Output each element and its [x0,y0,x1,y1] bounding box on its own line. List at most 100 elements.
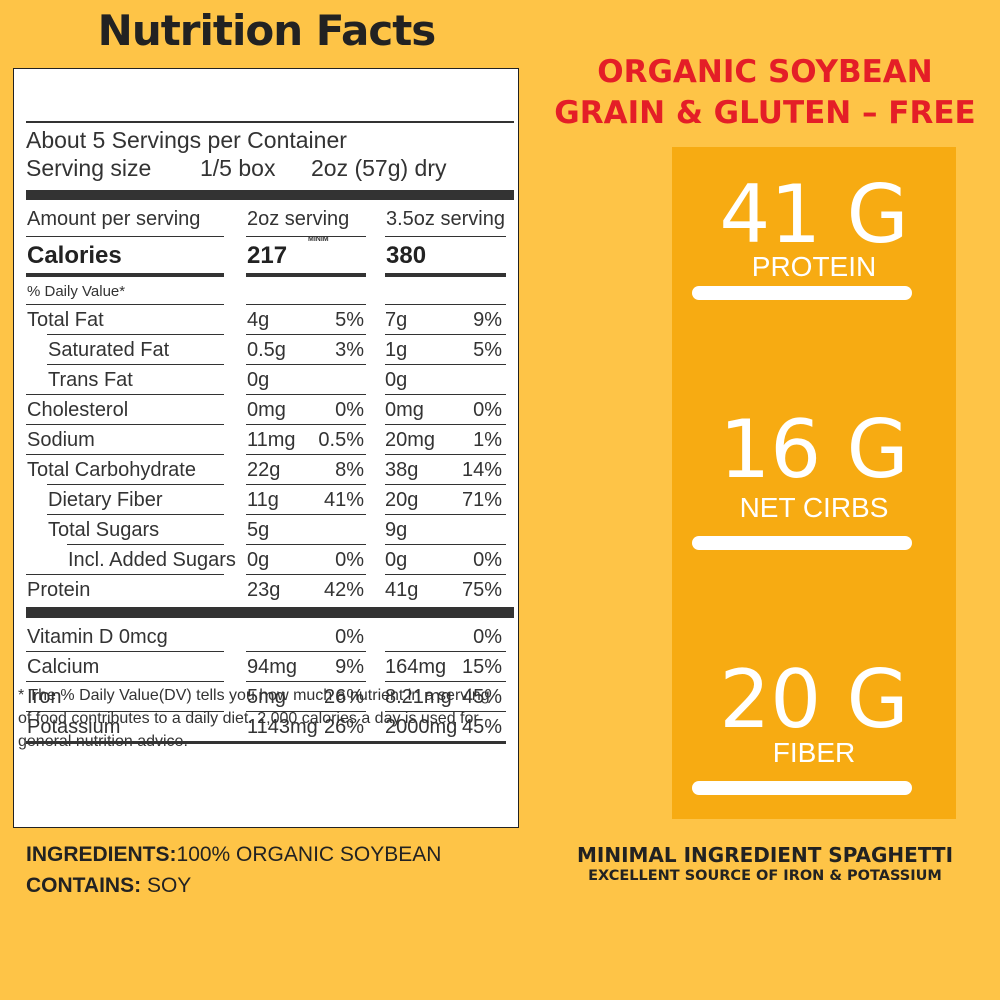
row-rule [246,574,366,575]
amount-3-5oz: 41g [385,579,419,601]
row-rule [385,394,506,395]
serving-size-value: 1/5 box [200,155,276,181]
tagline-iron-potassium: EXCELLENT SOURCE OF IRON & POTASSIUM [588,868,942,884]
row-rule [246,484,366,485]
nutrient-name: Total Carbohydrate [27,459,196,481]
row-rule [385,334,506,335]
row-rule [26,711,224,712]
amount-2oz: 1143mg [247,716,318,738]
daily-value-2oz: 0% [335,626,364,648]
net-carbs-value: 16 G [719,403,909,496]
row-rule [26,681,224,682]
row-rule [385,681,506,682]
amount-2oz: 94mg [247,656,298,678]
row-rule [246,711,366,712]
row-rule [47,514,224,515]
daily-value-2oz: 0% [335,399,364,421]
daily-value-2oz: 5% [335,309,364,331]
contains-line: CONTAINS: SOY [26,874,191,898]
ingredients-value: 100% ORGANIC SOYBEAN [176,843,442,866]
nutrition-facts-title: Nutrition Facts [97,6,437,55]
ingredients-line: INGREDIENTS:100% ORGANIC SOYBEAN [26,843,441,867]
protein-underline [692,286,912,300]
daily-value-2oz: 0.5% [318,429,364,451]
nutrient-name: Total Fat [27,309,104,331]
amount-3-5oz: 20mg [385,429,436,451]
daily-value-3-5oz: 14% [461,459,502,481]
row-rule [47,364,224,365]
row-rule [385,484,506,485]
amount-3-5oz: 0g [385,369,408,391]
amount-2oz: 11mg [247,429,296,451]
amount-3-5oz: 0mg [385,399,424,421]
row-rule [246,424,366,425]
nutrient-name: Dietary Fiber [48,489,163,511]
net-carbs-underline [692,536,912,550]
fiber-label: FIBER [772,737,856,768]
serving-size-label: Serving size [26,155,152,181]
stats-column [672,147,956,819]
row-rule [385,454,506,455]
daily-value-3-5oz: 0% [473,626,502,648]
row-rule [385,424,506,425]
row-rule [385,364,506,365]
daily-value-3-5oz: 1% [473,429,502,451]
row-rule [246,334,366,335]
amount-2oz: 0g [247,369,270,391]
fiber-value: 20 G [719,653,909,746]
amount-2oz: 0g [247,549,270,571]
calories-3-5oz: 380 [386,242,427,269]
row-rule [26,574,224,575]
tagline-minimal-ingredient: MINIMAL INGREDIENT SPAGHETTI [576,843,954,867]
fiber-underline [692,781,912,795]
daily-value-2oz: 26% [323,686,364,708]
row-rule [246,681,366,682]
row-rule [26,454,224,455]
daily-value-footnote: * The % Daily Value(DV) tells you how mu… [18,687,490,750]
amount-2oz: 23g [247,579,281,601]
calories-label: Calories [27,242,122,269]
nutrient-name: Saturated Fat [48,339,170,361]
row-rule [246,544,366,545]
serving-size-weight: 2oz (57g) dry [311,155,447,181]
daily-value-2oz: 42% [323,579,364,601]
stray-print-mark: MINIM [308,236,329,243]
amount-2oz: 0.5g [247,339,286,361]
daily-value-3-5oz: 0% [473,399,502,421]
contains-value: SOY [146,874,192,897]
daily-value-header: % Daily Value* [27,283,126,300]
row-rule [26,424,224,425]
nutrient-name: Cholesterol [27,399,129,421]
row-rule [26,394,224,395]
headline-organic-soybean: ORGANIC SOYBEAN [597,54,933,90]
daily-value-3-5oz: 45% [461,686,502,708]
daily-value-3-5oz: 45% [461,716,502,738]
amount-3-5oz: 9g [385,519,408,541]
column-header-2oz: 2oz serving [247,208,350,230]
row-rule [246,454,366,455]
daily-value-3-5oz: 75% [461,579,502,601]
divider [26,741,506,744]
amount-3-5oz: 164mg [385,656,447,678]
row-rule [246,394,366,395]
amount-3-5oz: 1g [385,339,408,361]
nutrient-name: Potassium [27,716,121,738]
daily-value-3-5oz: 9% [473,309,502,331]
row-rule [246,651,366,652]
row-rule [385,651,506,652]
amount-per-serving: Amount per serving [27,208,201,230]
nutrient-name: Calcium [27,656,100,678]
row-rule [385,711,506,712]
servings-per-container: About 5 Servings per Container [26,127,347,153]
amount-3-5oz: 20g [385,489,419,511]
row-rule [47,484,224,485]
ingredients-label: INGREDIENTS: [26,843,177,866]
row-rule [385,574,506,575]
amount-2oz: 4g [247,309,270,331]
nutrient-name: Vitamin D 0mcg [27,626,168,648]
amount-2oz: 11g [247,489,279,511]
nutrient-name: Iron [27,686,62,708]
row-rule [246,514,366,515]
protein-value: 41 G [719,168,909,261]
daily-value-2oz: 8% [335,459,364,481]
